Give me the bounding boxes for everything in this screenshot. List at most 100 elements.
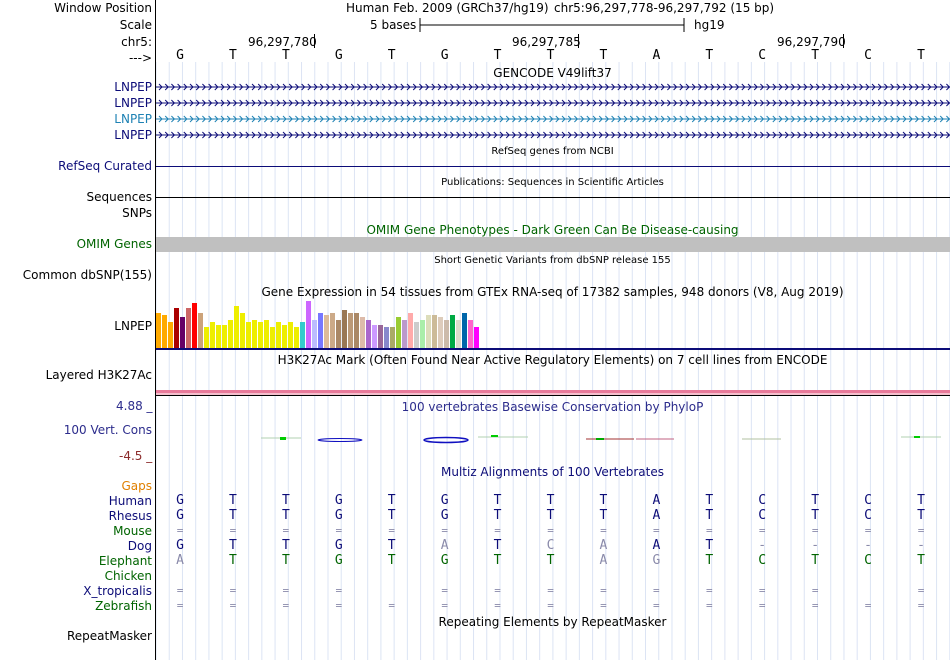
- gtex-tissue-bar[interactable]: [414, 322, 420, 348]
- gtex-tissue-bar[interactable]: [198, 312, 204, 348]
- gtex-tissue-bar[interactable]: [288, 322, 294, 348]
- gtex-tissue-bar[interactable]: [432, 315, 438, 348]
- gtex-tissue-bar[interactable]: [252, 319, 258, 348]
- gencode-transcript-line[interactable]: [156, 130, 950, 140]
- gtex-tissue-bar[interactable]: [342, 310, 348, 348]
- alignment-base: T: [705, 493, 714, 508]
- gtex-tissue-bar[interactable]: [330, 312, 336, 348]
- gtex-tissue-bar[interactable]: [306, 301, 312, 348]
- gencode-transcript-line[interactable]: [156, 114, 950, 124]
- gtex-tissue-bar[interactable]: [258, 322, 264, 348]
- h3k27ac-label[interactable]: Layered H3K27Ac: [45, 368, 152, 382]
- gtex-tissue-bar[interactable]: [354, 312, 360, 348]
- gencode-transcript-label[interactable]: LNPEP: [114, 96, 152, 110]
- phylop-title: 100 vertebrates Basewise Conservation by…: [401, 400, 704, 414]
- gtex-tissue-bar[interactable]: [162, 315, 168, 348]
- gtex-tissue-bar[interactable]: [348, 312, 354, 348]
- gtex-tissue-bar[interactable]: [192, 303, 198, 348]
- track-divider: [155, 0, 156, 660]
- gaps-label[interactable]: Gaps: [121, 479, 152, 493]
- snps-label[interactable]: SNPs: [122, 206, 152, 220]
- alignment-base: T: [599, 493, 608, 508]
- gtex-tissue-bar[interactable]: [282, 324, 288, 348]
- gtex-tissue-bar[interactable]: [402, 319, 408, 348]
- gtex-tissue-bar[interactable]: [264, 319, 270, 348]
- phylop-wiggle[interactable]: [156, 430, 950, 446]
- species-label-x_tropicalis[interactable]: X_tropicalis: [83, 584, 152, 598]
- gtex-tissue-bar[interactable]: [246, 322, 252, 348]
- gtex-tissue-bar[interactable]: [318, 312, 324, 348]
- gtex-tissue-bar[interactable]: [204, 326, 210, 348]
- gtex-tissue-bar[interactable]: [438, 317, 444, 348]
- dbsnp-label[interactable]: Common dbSNP(155): [22, 268, 152, 282]
- gencode-transcript-line[interactable]: [156, 82, 950, 92]
- gtex-tissue-bar[interactable]: [426, 315, 432, 348]
- alignment-base: C: [758, 493, 767, 508]
- gtex-tissue-bar[interactable]: [222, 324, 228, 348]
- gtex-tissue-bar[interactable]: [240, 312, 246, 348]
- gtex-tissue-bar[interactable]: [378, 324, 384, 348]
- species-label-human[interactable]: Human: [108, 494, 152, 508]
- gtex-tissue-bar[interactable]: [210, 322, 216, 348]
- gtex-tissue-bar[interactable]: [468, 319, 474, 348]
- gtex-tissue-bar[interactable]: [462, 312, 468, 348]
- gtex-tissue-bar[interactable]: [390, 326, 396, 348]
- h3k27ac-signal[interactable]: [156, 390, 950, 393]
- gtex-tissue-bar[interactable]: [294, 326, 300, 348]
- gtex-tissue-bar[interactable]: [228, 319, 234, 348]
- species-label-dog[interactable]: Dog: [127, 539, 152, 553]
- sequences-label[interactable]: Sequences: [86, 190, 152, 204]
- gencode-transcript-label[interactable]: LNPEP: [114, 80, 152, 94]
- refseq-line[interactable]: [156, 166, 950, 167]
- gtex-tissue-bar[interactable]: [276, 322, 282, 348]
- omim-label[interactable]: OMIM Genes: [76, 237, 152, 251]
- reference-base: G: [334, 48, 343, 63]
- alignment-base: =: [864, 599, 872, 612]
- alignment-base: C: [758, 553, 767, 568]
- gtex-tissue-bar[interactable]: [474, 326, 480, 348]
- gtex-tissue-bar[interactable]: [186, 308, 192, 348]
- species-label-mouse[interactable]: Mouse: [113, 524, 152, 538]
- gtex-bar-chart[interactable]: [156, 301, 556, 348]
- alignment-base: T: [229, 553, 237, 568]
- gtex-tissue-bar[interactable]: [336, 319, 342, 348]
- gtex-tissue-bar[interactable]: [420, 319, 426, 348]
- repeatmasker-label[interactable]: RepeatMasker: [66, 629, 152, 643]
- gtex-tissue-bar[interactable]: [180, 317, 186, 348]
- omim-feature-bar[interactable]: [156, 237, 950, 252]
- gtex-tissue-bar[interactable]: [300, 322, 306, 348]
- gtex-tissue-bar[interactable]: [444, 319, 450, 348]
- omim-title: OMIM Gene Phenotypes - Dark Green Can Be…: [366, 223, 739, 237]
- gtex-tissue-bar[interactable]: [168, 322, 174, 348]
- gtex-tissue-bar[interactable]: [324, 315, 330, 348]
- gtex-tissue-bar[interactable]: [408, 312, 414, 348]
- position-range[interactable]: chr5:96,297,778-96,297,792 (15 bp): [554, 1, 775, 15]
- gtex-tissue-bar[interactable]: [360, 317, 366, 348]
- species-label-elephant[interactable]: Elephant: [98, 554, 152, 568]
- gtex-tissue-bar[interactable]: [384, 326, 390, 348]
- species-label-chicken[interactable]: Chicken: [104, 569, 152, 583]
- gencode-transcript-label[interactable]: LNPEP: [114, 112, 152, 126]
- gtex-tissue-bar[interactable]: [234, 305, 240, 348]
- gtex-tissue-bar[interactable]: [270, 326, 276, 348]
- species-label-rhesus[interactable]: Rhesus: [108, 509, 152, 523]
- publications-line[interactable]: [156, 197, 950, 198]
- gtex-gene-label[interactable]: LNPEP: [114, 319, 152, 333]
- alignment-base: A: [176, 553, 184, 568]
- gtex-tissue-bar[interactable]: [216, 324, 222, 348]
- phylop-label[interactable]: 100 Vert. Cons: [63, 423, 152, 437]
- gtex-tissue-bar[interactable]: [456, 319, 462, 348]
- gtex-tissue-bar[interactable]: [372, 324, 378, 348]
- refseq-label[interactable]: RefSeq Curated: [58, 159, 152, 173]
- gencode-transcript-label[interactable]: LNPEP: [114, 128, 152, 142]
- gtex-tissue-bar[interactable]: [366, 319, 372, 348]
- gtex-tissue-bar[interactable]: [450, 315, 456, 348]
- species-label-zebrafish[interactable]: Zebrafish: [95, 599, 152, 613]
- gtex-tissue-bar[interactable]: [174, 308, 180, 348]
- repeatmasker-title: Repeating Elements by RepeatMasker: [438, 615, 667, 629]
- gencode-transcript-line[interactable]: [156, 98, 950, 108]
- gtex-tissue-bar[interactable]: [312, 319, 318, 348]
- alignment-base: T: [493, 553, 502, 568]
- gtex-tissue-bar[interactable]: [156, 312, 162, 348]
- gtex-tissue-bar[interactable]: [396, 317, 402, 348]
